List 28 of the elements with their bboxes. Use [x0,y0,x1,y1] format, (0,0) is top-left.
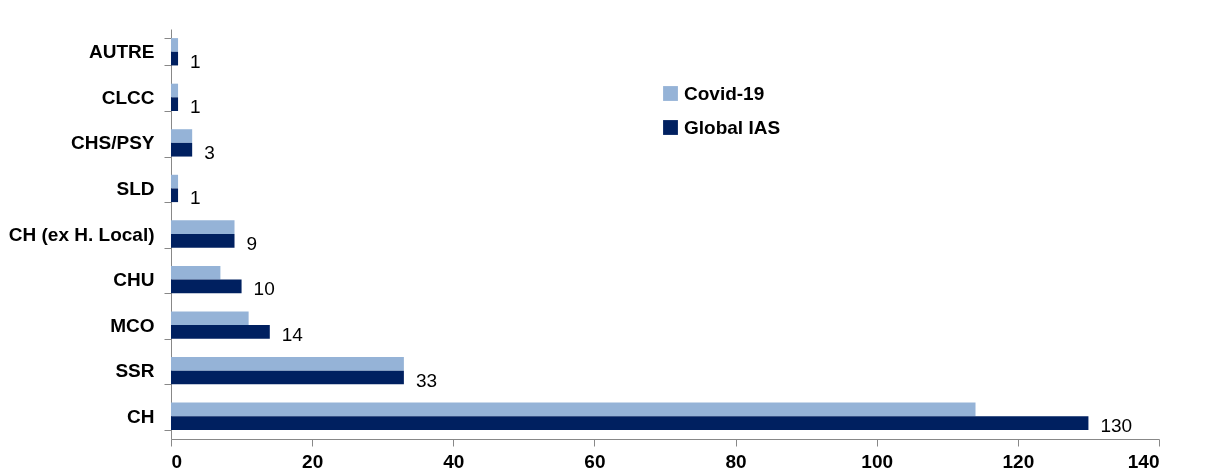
x-tick-label: 40 [443,450,465,472]
data-label: 1 [190,50,201,72]
x-tick-label: 20 [302,450,324,472]
y-tick-label: AUTRE [89,41,155,63]
y-tick-label: CHU [113,269,155,291]
x-tick-label: 120 [1002,450,1035,472]
data-label: 3 [204,141,215,163]
legend-label: Global IAS [684,116,781,138]
data-label: 1 [190,96,201,118]
data-label: 130 [1100,415,1133,437]
legend-label: Covid-19 [684,82,765,104]
y-tick-label: CHS/PSY [71,132,155,154]
data-label: 14 [281,323,304,345]
y-tick-label: CH (ex H. Local) [8,223,155,245]
x-tick-label: 100 [861,450,894,472]
data-label: 1 [190,187,201,209]
y-tick-label: CLCC [101,86,155,108]
data-label: 33 [415,369,438,391]
x-tick-label: 140 [1127,450,1160,472]
x-tick-label: 0 [171,450,183,472]
data-label: 9 [246,232,258,254]
y-tick-label: CH [127,405,155,427]
data-label: 10 [253,278,275,300]
y-tick-label: SLD [116,177,155,199]
x-tick-label: 80 [725,450,747,472]
y-tick-label: MCO [110,314,155,336]
x-tick-label: 60 [584,450,606,472]
y-tick-label: SSR [115,360,155,382]
